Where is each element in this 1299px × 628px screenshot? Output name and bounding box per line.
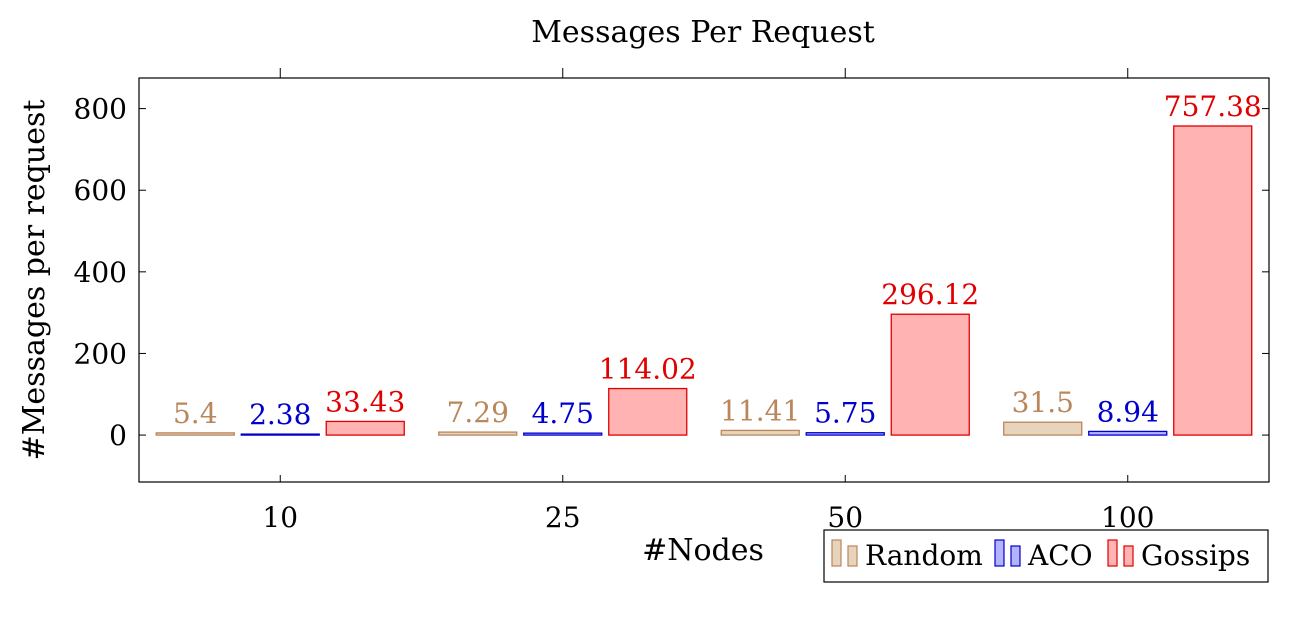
legend: Random ACO Gossips: [823, 529, 1269, 583]
legend-label-gossips: Gossips: [1141, 539, 1250, 572]
data-label-gossips-50: 296.12: [881, 278, 979, 311]
data-label-random-25: 7.29: [447, 396, 509, 429]
legend-swatch-aco: [994, 539, 1021, 567]
bar-random-25: [438, 431, 518, 436]
y-tick-label: 400: [74, 256, 127, 289]
legend-label-aco: ACO: [1027, 539, 1093, 572]
bar-gossips-25: [608, 387, 688, 436]
x-axis-title: #Nodes: [642, 533, 764, 568]
bar-aco-100: [1088, 430, 1168, 436]
bar-random-100: [1003, 421, 1083, 436]
plot-area-frame: [138, 77, 1270, 483]
data-label-aco-50: 5.75: [814, 397, 876, 430]
y-axis: 0 200 400 600 800: [74, 93, 1269, 452]
x-tick-label: 50: [827, 501, 863, 534]
bar-gossips-50: [890, 313, 970, 436]
data-label-gossips-100: 757.38: [1164, 90, 1262, 123]
x-tick-label: 10: [262, 501, 298, 534]
data-label-random-100: 31.5: [1012, 386, 1074, 419]
bar-aco-10: [240, 433, 320, 436]
data-label-gossips-25: 114.02: [599, 353, 697, 386]
x-tick-label: 25: [545, 501, 581, 534]
y-tick-label: 0: [109, 419, 127, 452]
bar-aco-25: [523, 432, 603, 436]
x-axis: 10 25 50 100: [262, 68, 1154, 534]
bar-random-50: [720, 429, 800, 436]
y-tick-label: 200: [74, 337, 127, 370]
legend-label-random: Random: [865, 539, 983, 572]
y-tick-label: 800: [74, 93, 127, 126]
y-tick-label: 600: [74, 174, 127, 207]
data-label-random-50: 11.41: [720, 394, 800, 427]
data-label-aco-100: 8.94: [1097, 395, 1159, 428]
x-tick-label: 100: [1101, 501, 1154, 534]
data-label-aco-10: 2.38: [249, 398, 311, 431]
bar-gossips-100: [1173, 125, 1253, 436]
legend-swatch-random: [831, 539, 858, 567]
bar-random-10: [155, 432, 235, 436]
bars-group: [155, 125, 1253, 436]
data-labels-group: 5.4 7.29 11.41 31.5 2.38 4.75 5.75 8.94 33.43 114…: [173, 90, 1262, 431]
y-axis-title: #Messages per request: [17, 100, 52, 461]
data-label-aco-25: 4.75: [532, 397, 594, 430]
bar-aco-50: [805, 432, 885, 436]
data-label-gossips-10: 33.43: [325, 385, 405, 418]
legend-swatch-gossips: [1107, 539, 1134, 567]
legend-box: [823, 529, 1269, 583]
chart-title: Messages Per Request: [531, 15, 875, 50]
data-label-random-10: 5.4: [173, 397, 218, 430]
bar-gossips-10: [325, 420, 405, 436]
